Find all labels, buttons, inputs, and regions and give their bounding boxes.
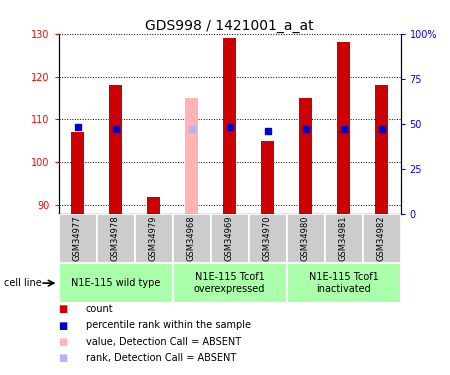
Text: N1E-115 wild type: N1E-115 wild type bbox=[71, 278, 160, 288]
Text: GSM34978: GSM34978 bbox=[111, 215, 120, 261]
Text: rank, Detection Call = ABSENT: rank, Detection Call = ABSENT bbox=[86, 353, 236, 363]
Text: GSM34969: GSM34969 bbox=[225, 215, 234, 261]
Bar bbox=[147, 196, 160, 214]
Bar bbox=[337, 42, 350, 214]
Bar bbox=[58, 263, 172, 303]
Text: GSM34977: GSM34977 bbox=[73, 215, 82, 261]
Bar bbox=[172, 263, 287, 303]
Text: cell line: cell line bbox=[4, 278, 42, 288]
Bar bbox=[71, 132, 84, 214]
Text: count: count bbox=[86, 304, 113, 314]
Bar bbox=[58, 214, 96, 262]
Text: ■: ■ bbox=[58, 353, 68, 363]
Bar bbox=[185, 98, 198, 214]
Bar bbox=[299, 98, 312, 214]
Text: value, Detection Call = ABSENT: value, Detection Call = ABSENT bbox=[86, 337, 241, 346]
Text: GSM34980: GSM34980 bbox=[301, 215, 310, 261]
Title: GDS998 / 1421001_a_at: GDS998 / 1421001_a_at bbox=[145, 19, 314, 33]
Text: N1E-115 Tcof1
overexpressed: N1E-115 Tcof1 overexpressed bbox=[194, 272, 265, 294]
Text: GSM34981: GSM34981 bbox=[339, 215, 348, 261]
Bar bbox=[287, 263, 400, 303]
Text: GSM34970: GSM34970 bbox=[263, 215, 272, 261]
Bar bbox=[135, 214, 172, 262]
Bar bbox=[363, 214, 400, 262]
Bar bbox=[287, 214, 324, 262]
Text: ■: ■ bbox=[58, 304, 68, 314]
Bar bbox=[261, 141, 274, 214]
Text: GSM34968: GSM34968 bbox=[187, 215, 196, 261]
Text: percentile rank within the sample: percentile rank within the sample bbox=[86, 321, 251, 330]
Bar bbox=[109, 85, 122, 214]
Bar bbox=[324, 214, 363, 262]
Bar bbox=[96, 214, 135, 262]
Text: GSM34979: GSM34979 bbox=[149, 215, 158, 261]
Bar bbox=[211, 214, 248, 262]
Text: N1E-115 Tcof1
inactivated: N1E-115 Tcof1 inactivated bbox=[309, 272, 378, 294]
Bar bbox=[223, 38, 236, 214]
Text: ■: ■ bbox=[58, 321, 68, 330]
Text: ■: ■ bbox=[58, 337, 68, 346]
Text: GSM34982: GSM34982 bbox=[377, 215, 386, 261]
Bar bbox=[375, 85, 388, 214]
Bar bbox=[248, 214, 287, 262]
Bar bbox=[172, 214, 211, 262]
